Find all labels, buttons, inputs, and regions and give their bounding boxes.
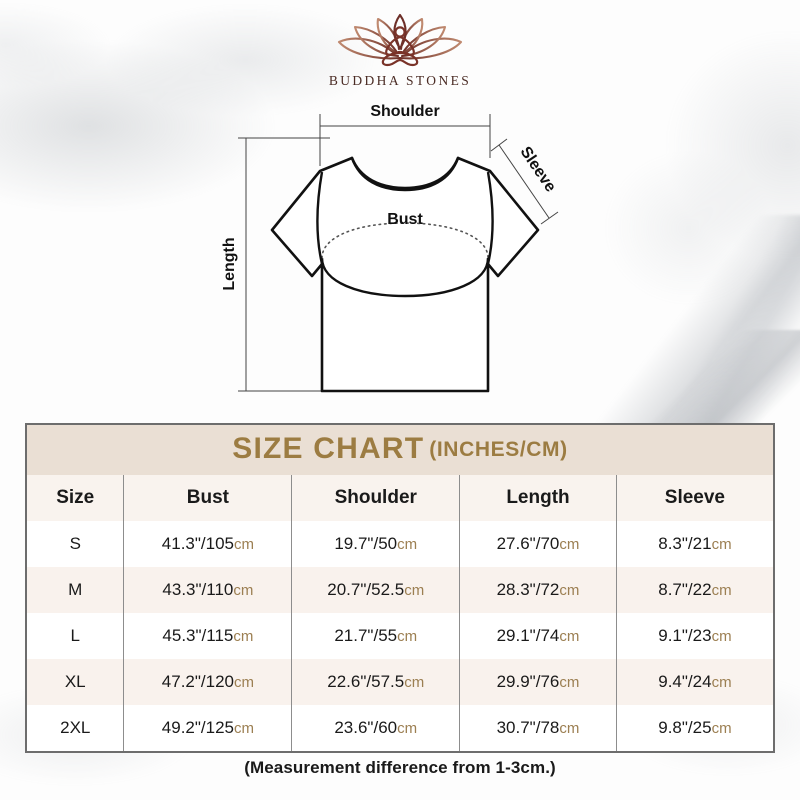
cell-shoulder: 23.6"/60cm [291,705,460,751]
cell-sleeve: 9.8"/25cm [615,705,773,751]
column-header-size: Size [56,487,95,508]
column-header-bust: Bust [123,475,292,521]
cell-length: 29.9"/76cm [459,659,617,705]
column-header-shoulder: Shoulder [291,475,460,521]
size-chart-title: SIZE CHART [232,432,425,465]
collar-curve [350,156,460,192]
cell-sleeve: 9.4"/24cm [615,659,773,705]
cell-shoulder: 22.6"/57.5cm [291,659,460,705]
cell-bust: 43.3"/110cm [123,567,292,613]
cell-length: 27.6"/70cm [459,521,617,567]
cell-size: 2XL [60,718,91,737]
size-chart-title-bar: SIZE CHART (INCHES/CM) [27,425,773,475]
cell-bust: 49.2"/125cm [123,705,292,751]
size-chart-table: SIZE CHART (INCHES/CM) Size Bust Shoulder… [25,423,775,753]
table-row: XL 47.2"/120cm 22.6"/57.5cm 29.9"/76cm 9… [27,659,773,705]
column-header-sleeve: Sleeve [615,475,773,521]
cell-length: 28.3"/72cm [459,567,617,613]
measurements-table: Size Bust Shoulder Length Sleeve S 41.3"… [27,475,773,751]
tshirt-measurement-diagram: Shoulder Bust Length Sleeve [200,96,600,416]
sleeve-label: Sleeve [517,144,560,196]
table-row: S 41.3"/105cm 19.7"/50cm 27.6"/70cm 8.3"… [27,521,773,567]
sleeve-dimension-line [498,144,550,219]
column-header-length: Length [459,475,617,521]
bust-label: Bust [387,211,423,228]
length-label: Length [221,237,238,290]
cell-shoulder: 20.7"/52.5cm [291,567,460,613]
table-row: M 43.3"/110cm 20.7"/52.5cm 28.3"/72cm 8.… [27,567,773,613]
table-row: L 45.3"/115cm 21.7"/55cm 29.1"/74cm 9.1"… [27,613,773,659]
cell-length: 30.7"/78cm [459,705,617,751]
cell-bust: 41.3"/105cm [123,521,292,567]
cell-bust: 45.3"/115cm [123,613,292,659]
bust-line-front [320,257,490,298]
table-row: 2XL 49.2"/125cm 23.6"/60cm 30.7"/78cm 9.… [27,705,773,751]
sleeve-seam-right [486,171,494,265]
size-chart-title-unit: (INCHES/CM) [429,437,568,461]
cell-length: 29.1"/74cm [459,613,617,659]
sleeve-bottom-tick [540,211,559,225]
lotus-meditation-icon [337,13,463,67]
table-header-row: Size Bust Shoulder Length Sleeve [27,475,773,521]
brand-name: BUDDHA STONES [328,73,472,88]
ink-wash-right-upper [590,215,800,445]
cell-shoulder: 19.7"/50cm [291,521,460,567]
measurement-footnote: (Measurement difference from 1-3cm.) [244,758,556,777]
cell-sleeve: 8.3"/21cm [615,521,773,567]
shoulder-label: Shoulder [370,103,439,120]
cell-bust: 47.2"/120cm [123,659,292,705]
cell-size: XL [64,672,86,691]
tshirt-outline [270,156,540,393]
sleeve-seam-left [316,171,324,265]
cell-size: M [68,580,83,599]
cell-sleeve: 8.7"/22cm [615,567,773,613]
cell-size: S [69,534,81,553]
cell-size: L [70,626,80,645]
cell-shoulder: 21.7"/55cm [291,613,460,659]
brand-logo: BUDDHA STONES [0,8,800,89]
cell-sleeve: 9.1"/23cm [615,613,773,659]
